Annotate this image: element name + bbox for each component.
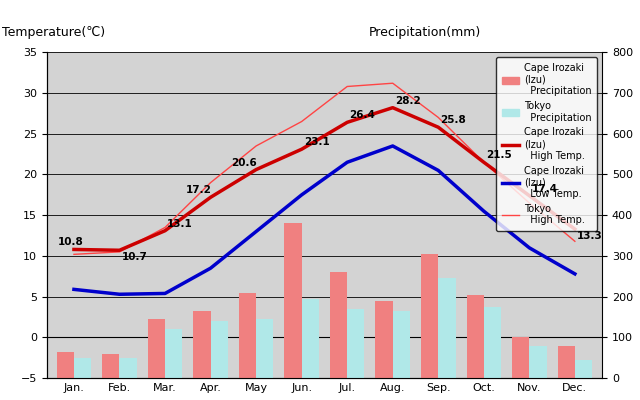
Bar — [211, 321, 228, 378]
Text: Precipitation(mm): Precipitation(mm) — [369, 26, 481, 39]
Text: 13.1: 13.1 — [167, 219, 193, 229]
Text: 20.6: 20.6 — [231, 158, 257, 168]
Bar — [301, 299, 319, 378]
Text: 28.2: 28.2 — [395, 96, 420, 106]
Text: 10.8: 10.8 — [58, 237, 84, 247]
Bar — [193, 311, 211, 378]
Bar — [438, 278, 456, 378]
Bar — [330, 272, 347, 378]
Bar — [575, 360, 592, 378]
Bar — [347, 309, 365, 378]
Text: 25.8: 25.8 — [440, 115, 467, 125]
Bar — [512, 338, 529, 378]
Text: 17.2: 17.2 — [186, 185, 211, 195]
Bar — [120, 358, 137, 378]
Bar — [393, 311, 410, 378]
Bar — [239, 293, 256, 378]
Text: 26.4: 26.4 — [349, 110, 375, 120]
Legend: Cape Irozaki
(Izu)
  Precipitation, Tokyo
  Precipitation, Cape Irozaki
(Izu)
  : Cape Irozaki (Izu) Precipitation, Tokyo … — [496, 57, 597, 231]
Text: 10.7: 10.7 — [122, 252, 148, 262]
Text: 13.3: 13.3 — [577, 231, 603, 241]
Bar — [421, 254, 438, 378]
Bar — [102, 354, 120, 378]
Bar — [467, 295, 484, 378]
Bar — [376, 301, 393, 378]
Text: 23.1: 23.1 — [304, 137, 330, 147]
Bar — [256, 319, 273, 378]
Bar — [148, 319, 165, 378]
Bar — [165, 329, 182, 378]
Bar — [484, 307, 501, 378]
Bar — [557, 346, 575, 378]
Bar — [74, 358, 92, 378]
Text: 17.4: 17.4 — [532, 184, 557, 194]
Bar — [57, 352, 74, 378]
Text: 21.5: 21.5 — [486, 150, 512, 160]
Text: Temperature(℃): Temperature(℃) — [2, 26, 106, 39]
Bar — [529, 346, 547, 378]
Bar — [284, 223, 301, 378]
